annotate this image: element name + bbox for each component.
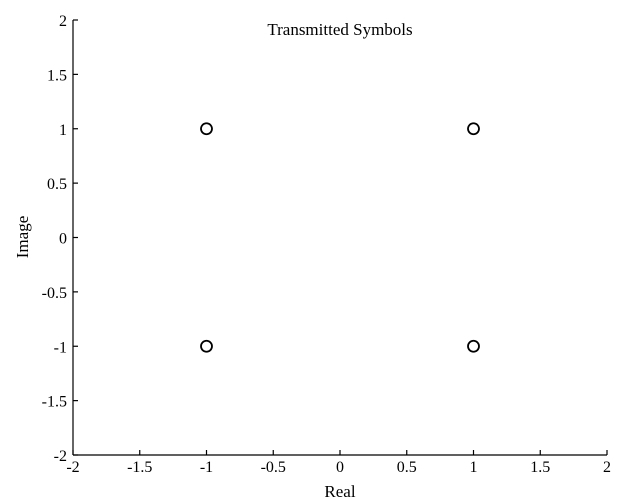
x-tick-label: 0.5 bbox=[397, 459, 417, 476]
y-tick-label: 1.5 bbox=[47, 67, 67, 84]
chart-title: Transmitted Symbols bbox=[267, 20, 412, 39]
x-tick-label: 2 bbox=[603, 459, 611, 476]
x-tick-label: -0.5 bbox=[261, 459, 286, 476]
x-axis-label: Real bbox=[324, 482, 355, 500]
y-tick-label: 1 bbox=[59, 122, 67, 139]
x-tick-label: -1 bbox=[200, 459, 213, 476]
y-tick-label: -1.5 bbox=[42, 394, 67, 411]
y-tick-label: 2 bbox=[59, 13, 67, 30]
x-tick-label: 1 bbox=[470, 459, 478, 476]
x-tick-label: 1.5 bbox=[530, 459, 550, 476]
data-point bbox=[200, 122, 213, 136]
data-point bbox=[200, 339, 213, 353]
y-axis-label: Image bbox=[13, 216, 32, 258]
y-tick-label: 0.5 bbox=[47, 176, 67, 193]
y-tick-label: -2 bbox=[54, 448, 67, 465]
axes: -2 -1.5 -1 -0.5 0 0.5 1 1.5 2 2 1.5 1 0.5 0 -0.5 -1 -1.5… bbox=[42, 13, 611, 476]
data-points bbox=[200, 122, 480, 353]
data-point bbox=[467, 339, 480, 353]
y-tick-label: 0 bbox=[59, 231, 67, 248]
x-tick-label: -2 bbox=[66, 459, 79, 476]
y-tick-label: -1 bbox=[54, 339, 67, 356]
x-tick-label: 0 bbox=[336, 459, 344, 476]
y-tick-label: -0.5 bbox=[42, 285, 67, 302]
x-tick-label: -1.5 bbox=[127, 459, 152, 476]
data-point bbox=[467, 122, 480, 136]
